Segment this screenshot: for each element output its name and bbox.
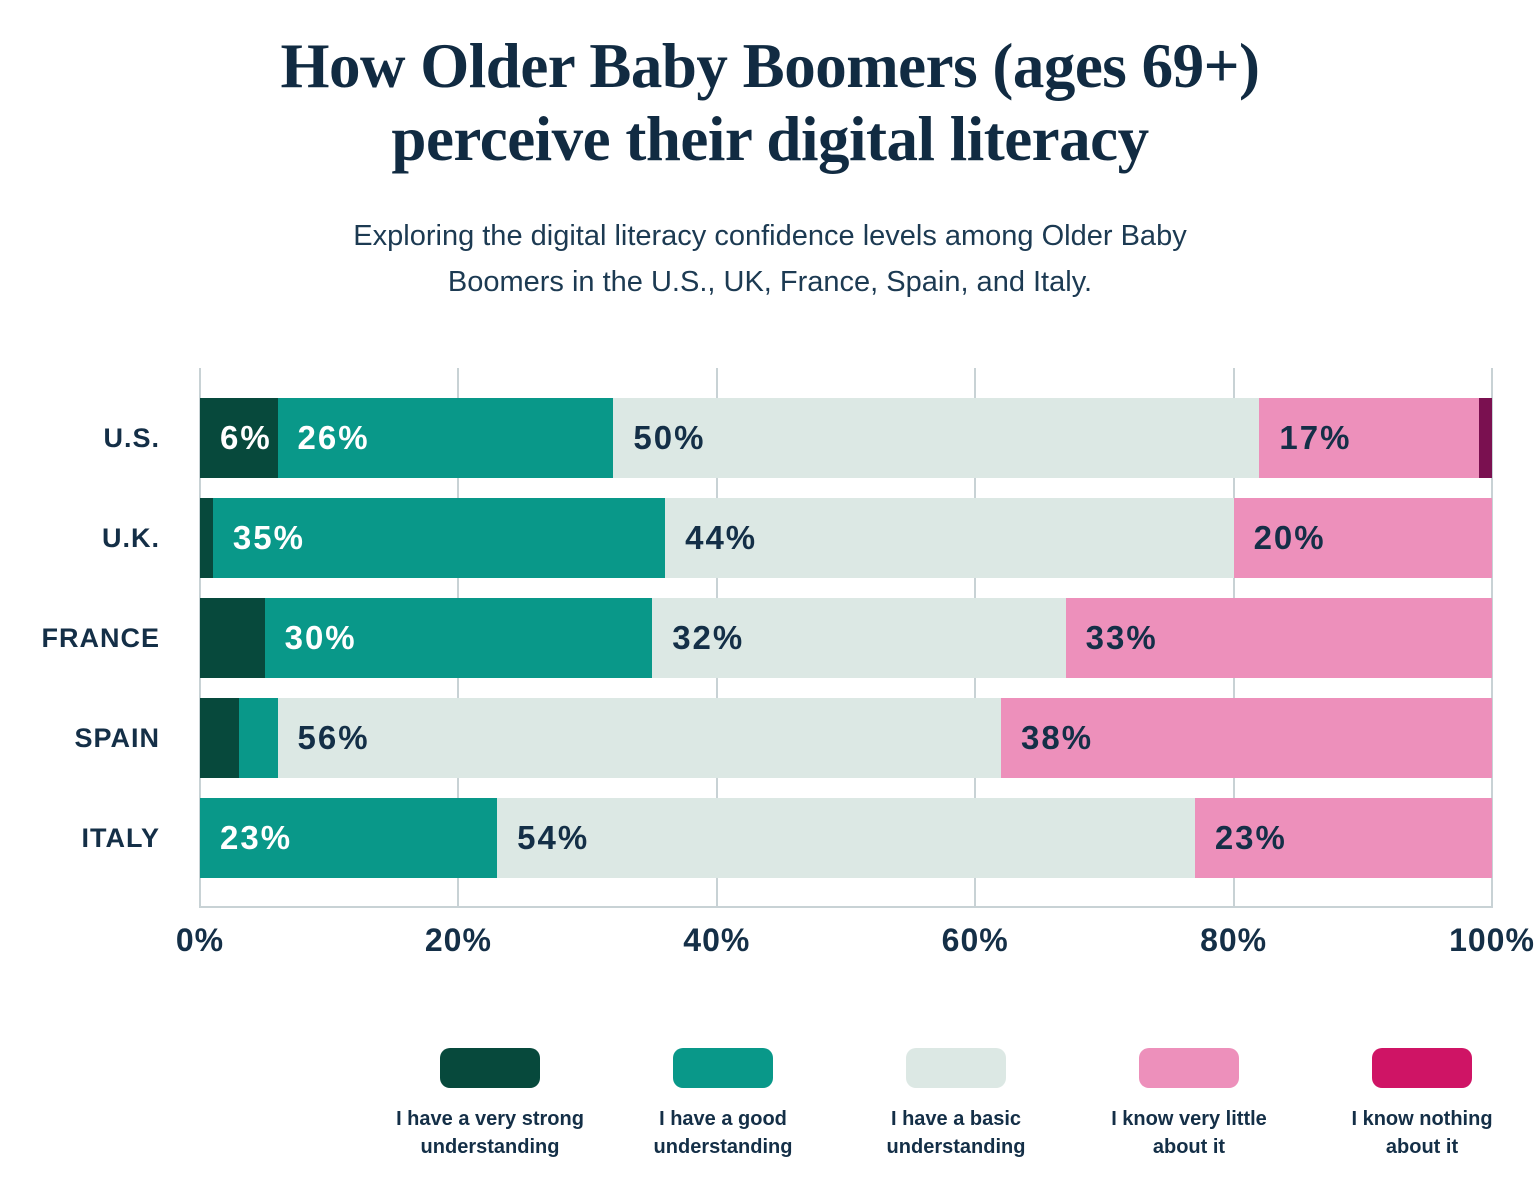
- x-axis-labels: 0% 20% 40% 60% 80% 100%: [176, 922, 1534, 962]
- bar-segment-value: 20%: [1253, 519, 1326, 556]
- legend-item: I know very little about it: [1081, 1048, 1297, 1161]
- bar-row-us: 6% 26% 50% 17%: [200, 398, 1492, 478]
- legend-item: I have a very strong understanding: [382, 1048, 598, 1161]
- legend-swatch: [440, 1048, 540, 1088]
- x-axis-tick-100: 100%: [1449, 922, 1535, 958]
- bar-segment: [238, 698, 278, 778]
- legend-item: I have a good understanding: [615, 1048, 831, 1161]
- bar-segment: 44%: [665, 498, 1234, 578]
- legend: I have a very strong understanding I have …: [382, 1048, 1530, 1161]
- bar-segment-value: 23%: [220, 819, 293, 856]
- y-axis-label-spain: SPAIN: [74, 723, 160, 753]
- bar-segment-value: 38%: [1021, 719, 1094, 756]
- bar-segment: 33%: [1065, 598, 1492, 678]
- bar-segment-value: 6%: [220, 419, 272, 456]
- bar-row-uk: 35% 44% 20%: [200, 498, 1492, 578]
- bar-segment: [200, 598, 265, 678]
- bar-segment: [200, 498, 213, 578]
- bar-segment-value: 17%: [1279, 419, 1352, 456]
- bar-segment-value: 35%: [232, 519, 305, 556]
- bar-segment-value: 50%: [633, 419, 706, 456]
- bar-segment: 20%: [1233, 498, 1492, 578]
- bar-segment: 35%: [212, 498, 666, 578]
- bar-row-france: 30% 32% 33%: [200, 598, 1492, 678]
- bar-segment: [1479, 398, 1492, 478]
- y-axis-label-us: U.S.: [103, 423, 160, 453]
- bar-segment: 54%: [497, 798, 1195, 878]
- bar-segment: 23%: [200, 798, 498, 878]
- bar-segment: 6%: [200, 398, 278, 478]
- bar-segment: [200, 698, 239, 778]
- bar-segment: 50%: [613, 398, 1260, 478]
- bar-segment: 30%: [264, 598, 653, 678]
- bar-segment: 26%: [277, 398, 614, 478]
- legend-label: I know nothing about it: [1351, 1108, 1493, 1158]
- y-axis-label-italy: ITALY: [81, 823, 160, 853]
- legend-item: I know nothing about it: [1314, 1048, 1530, 1161]
- bar-segment-value: 56%: [297, 719, 370, 756]
- x-axis-tick-20: 20%: [424, 922, 492, 958]
- plot-area: 6% 26% 50% 17% 35% 44% 20% 30% 32% 33% 56% 38% 23% 54…: [199, 368, 1493, 908]
- bar-segment-value: 44%: [685, 519, 758, 556]
- bar-segment: 17%: [1259, 398, 1480, 478]
- bar-segment-value: 32%: [672, 619, 745, 656]
- chart-subtitle-line-2: Boomers in the U.S., UK, France, Spain, …: [447, 266, 1093, 298]
- bar-segment-value: 54%: [517, 819, 590, 856]
- x-axis-tick-40: 40%: [683, 922, 751, 958]
- y-axis-label-france: FRANCE: [41, 623, 160, 653]
- bar-segment-value: 33%: [1085, 619, 1158, 656]
- chart-title-line-1: How Older Baby Boomers (ages 69+): [280, 31, 1260, 101]
- x-axis-tick-0: 0%: [175, 922, 225, 958]
- legend-item: I have a basic understanding: [848, 1048, 1064, 1161]
- legend-swatch: [673, 1048, 773, 1088]
- legend-label: I have a basic understanding: [886, 1108, 1026, 1158]
- y-axis-label-uk: U.K.: [102, 523, 160, 553]
- bar-row-spain: 56% 38%: [200, 698, 1492, 778]
- x-axis-tick-60: 60%: [941, 922, 1009, 958]
- legend-label: I have a good understanding: [653, 1108, 793, 1158]
- legend-swatch: [906, 1048, 1006, 1088]
- legend-swatch: [1139, 1048, 1239, 1088]
- bar-segment: 38%: [1001, 698, 1492, 778]
- legend-label: I know very little about it: [1111, 1108, 1267, 1158]
- x-axis-tick-80: 80%: [1200, 922, 1268, 958]
- bar-row-italy: 23% 54% 23%: [200, 798, 1492, 878]
- bar-segment-value: 23%: [1214, 819, 1287, 856]
- x-axis-baseline: [200, 906, 1492, 908]
- chart-title-line-2: perceive their digital literacy: [391, 104, 1149, 174]
- legend-label: I have a very strong understanding: [396, 1108, 584, 1158]
- bar-segment: 56%: [277, 698, 1002, 778]
- bar-segment: 32%: [652, 598, 1066, 678]
- legend-swatch: [1372, 1048, 1472, 1088]
- bar-segment-value: 26%: [297, 419, 370, 456]
- bar-segment-value: 30%: [284, 619, 357, 656]
- chart-subtitle-line-1: Exploring the digital literacy confidenc…: [353, 220, 1187, 252]
- gridline-100: [1491, 368, 1493, 908]
- bar-segment: 23%: [1194, 798, 1492, 878]
